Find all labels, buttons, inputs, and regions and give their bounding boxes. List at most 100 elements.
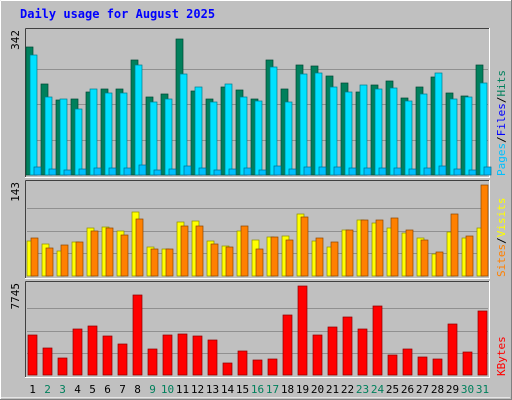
x-tick-label-day-28: 28 — [431, 383, 444, 396]
bar-kbytes-day-9 — [147, 348, 158, 376]
bar-sites-day-16 — [255, 248, 264, 277]
bar-pages-day-18 — [288, 168, 297, 176]
bar-pages-day-4 — [78, 168, 87, 176]
bar-files-day-18 — [284, 101, 293, 176]
bar-pages-day-6 — [108, 167, 117, 176]
panel-kbytes-legend: KBytes — [495, 336, 508, 376]
x-tick-label-day-4: 4 — [74, 383, 81, 396]
bar-sites-day-7 — [120, 234, 129, 277]
bar-kbytes-day-30 — [462, 351, 473, 376]
x-tick-label-day-22: 22 — [341, 383, 354, 396]
bar-files-day-15 — [239, 96, 248, 176]
panel-hits_files_pages-legend: Pages/Files/Hits — [495, 70, 508, 176]
bar-kbytes-day-14 — [222, 362, 233, 376]
bar-kbytes-day-27 — [417, 356, 428, 376]
bar-sites-day-20 — [315, 237, 324, 277]
chart-panels: 342Pages/Files/Hits143Sites/Visits7745KB… — [9, 28, 508, 378]
bar-files-day-9 — [149, 101, 158, 176]
bar-files-day-4 — [74, 108, 83, 176]
bar-sites-day-2 — [45, 247, 54, 277]
x-tick-label-day-21: 21 — [326, 383, 339, 396]
bar-pages-day-31 — [483, 166, 492, 176]
legend-entry-visits: Visits — [495, 198, 508, 238]
bar-pages-day-26 — [408, 168, 417, 176]
bar-pages-day-14 — [228, 168, 237, 176]
bar-files-day-27 — [419, 93, 428, 176]
bar-kbytes-day-16 — [252, 359, 263, 376]
bar-files-day-1 — [29, 54, 38, 176]
bar-sites-day-28 — [435, 251, 444, 277]
bar-files-day-23 — [359, 84, 368, 176]
bar-kbytes-day-5 — [87, 325, 98, 376]
bar-sites-day-18 — [285, 239, 294, 277]
legend-entry-kbytes: KBytes — [495, 336, 508, 376]
bar-files-day-16 — [254, 100, 263, 176]
bar-files-day-29 — [449, 98, 458, 176]
bar-pages-day-1 — [33, 166, 42, 176]
bar-sites-day-21 — [330, 241, 339, 277]
bar-sites-day-24 — [375, 219, 384, 277]
bar-files-day-3 — [59, 98, 68, 176]
panel-visits_sites-max-label: 143 — [9, 182, 22, 202]
bar-files-day-20 — [314, 72, 323, 176]
bar-pages-day-25 — [393, 167, 402, 176]
bar-files-day-26 — [404, 100, 413, 176]
x-tick-label-day-27: 27 — [416, 383, 429, 396]
bar-sites-day-1 — [30, 237, 39, 277]
bar-kbytes-day-25 — [387, 354, 398, 376]
bar-files-day-19 — [299, 73, 308, 176]
x-tick-label-day-30: 30 — [461, 383, 474, 396]
bar-sites-day-25 — [390, 217, 399, 277]
bar-pages-day-28 — [438, 165, 447, 176]
bar-kbytes-day-10 — [162, 334, 173, 376]
bar-sites-day-4 — [75, 241, 84, 277]
bar-pages-day-8 — [138, 164, 147, 176]
legend-entry-: / — [495, 97, 508, 104]
bar-pages-day-7 — [123, 167, 132, 176]
bar-pages-day-13 — [213, 169, 222, 176]
x-tick-label-day-9: 9 — [149, 383, 156, 396]
bar-files-day-10 — [164, 98, 173, 176]
bar-pages-day-27 — [423, 167, 432, 176]
panel-visits_sites: 143 Sites/Visits — [9, 180, 508, 279]
bar-pages-day-16 — [258, 169, 267, 176]
bar-sites-day-13 — [210, 243, 219, 277]
x-tick-label-day-24: 24 — [371, 383, 385, 396]
bar-kbytes-day-26 — [402, 348, 413, 376]
bar-files-day-30 — [464, 96, 473, 176]
bar-kbytes-day-2 — [42, 347, 53, 376]
bar-kbytes-day-19 — [297, 285, 308, 376]
x-tick-label-day-26: 26 — [401, 383, 414, 396]
bar-pages-day-21 — [333, 166, 342, 176]
legend-entry-files: Files — [495, 103, 508, 136]
bar-kbytes-day-3 — [57, 357, 68, 376]
bar-files-day-13 — [209, 101, 218, 176]
bar-pages-day-9 — [153, 169, 162, 176]
bar-kbytes-day-28 — [432, 358, 443, 376]
panel-visits_sites-legend: Sites/Visits — [495, 198, 508, 278]
panel-kbytes-max-label: 7745 — [9, 283, 22, 310]
legend-entry-sites: Sites — [495, 244, 508, 277]
bar-pages-day-23 — [363, 167, 372, 176]
chart-title: Daily usage for August 2025 — [20, 7, 215, 21]
legend-entry-: / — [495, 237, 508, 244]
bar-sites-day-23 — [360, 219, 369, 277]
bar-sites-day-27 — [420, 239, 429, 277]
x-tick-label-day-13: 13 — [206, 383, 219, 396]
panel-hits_files_pages-max-label: 342 — [9, 30, 22, 50]
bar-sites-day-15 — [240, 225, 249, 277]
bar-kbytes-day-23 — [357, 328, 368, 376]
x-tick-label-day-29: 29 — [446, 383, 459, 396]
panel-kbytes: 7745 KBytes — [9, 281, 508, 378]
bar-files-day-25 — [389, 87, 398, 176]
bar-kbytes-day-21 — [327, 326, 338, 376]
x-tick-label-day-15: 15 — [236, 383, 249, 396]
legend-entry-pages: Pages — [495, 143, 508, 176]
bar-kbytes-day-18 — [282, 314, 293, 376]
bar-files-day-2 — [44, 96, 53, 176]
bar-kbytes-day-17 — [267, 358, 278, 376]
bar-kbytes-day-13 — [207, 339, 218, 376]
bar-pages-day-12 — [198, 167, 207, 176]
bar-files-day-8 — [134, 64, 143, 176]
bar-pages-day-11 — [183, 165, 192, 176]
